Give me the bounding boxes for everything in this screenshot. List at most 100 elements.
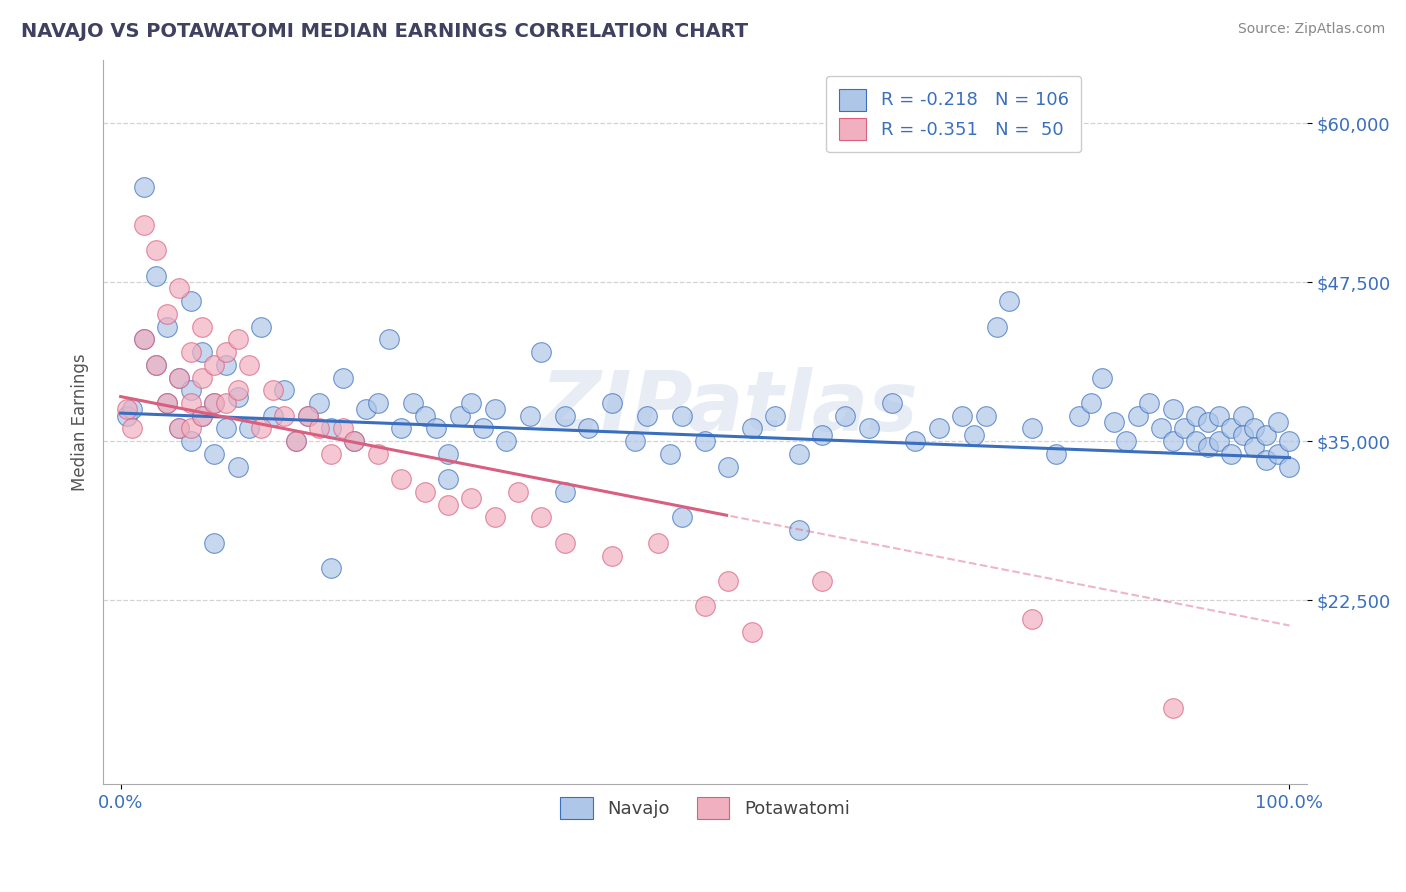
Point	[115, 402, 138, 417]
Point	[132, 218, 155, 232]
Point	[1243, 441, 1265, 455]
Point	[215, 345, 238, 359]
Point	[811, 574, 834, 588]
Point	[950, 409, 973, 423]
Point	[167, 370, 190, 384]
Point	[319, 421, 342, 435]
Point	[986, 319, 1008, 334]
Point	[180, 345, 202, 359]
Point	[928, 421, 950, 435]
Point	[1220, 447, 1243, 461]
Point	[389, 472, 412, 486]
Point	[191, 409, 214, 423]
Point	[215, 358, 238, 372]
Point	[202, 358, 225, 372]
Point	[1126, 409, 1149, 423]
Point	[413, 409, 436, 423]
Point	[1161, 434, 1184, 448]
Point	[1232, 427, 1254, 442]
Point	[647, 536, 669, 550]
Point	[250, 421, 273, 435]
Point	[787, 447, 810, 461]
Point	[1185, 409, 1208, 423]
Point	[1197, 415, 1219, 429]
Point	[671, 409, 693, 423]
Point	[1208, 434, 1230, 448]
Point	[132, 332, 155, 346]
Point	[238, 421, 260, 435]
Point	[202, 396, 225, 410]
Point	[215, 421, 238, 435]
Point	[191, 370, 214, 384]
Point	[145, 358, 167, 372]
Point	[378, 332, 401, 346]
Point	[600, 549, 623, 563]
Point	[858, 421, 880, 435]
Point	[741, 624, 763, 639]
Point	[787, 523, 810, 537]
Point	[1021, 612, 1043, 626]
Point	[460, 396, 482, 410]
Point	[506, 485, 529, 500]
Point	[319, 561, 342, 575]
Point	[402, 396, 425, 410]
Point	[202, 447, 225, 461]
Point	[226, 459, 249, 474]
Point	[974, 409, 997, 423]
Text: NAVAJO VS POTAWATOMI MEDIAN EARNINGS CORRELATION CHART: NAVAJO VS POTAWATOMI MEDIAN EARNINGS COR…	[21, 22, 748, 41]
Point	[1208, 409, 1230, 423]
Point	[437, 447, 460, 461]
Point	[156, 319, 179, 334]
Point	[437, 472, 460, 486]
Point	[904, 434, 927, 448]
Y-axis label: Median Earnings: Median Earnings	[72, 353, 89, 491]
Point	[167, 281, 190, 295]
Point	[811, 427, 834, 442]
Point	[671, 510, 693, 524]
Point	[226, 383, 249, 397]
Point	[156, 396, 179, 410]
Point	[121, 402, 143, 417]
Point	[132, 332, 155, 346]
Point	[367, 396, 389, 410]
Point	[741, 421, 763, 435]
Point	[554, 485, 576, 500]
Point	[484, 402, 506, 417]
Point	[180, 294, 202, 309]
Point	[693, 599, 716, 614]
Point	[693, 434, 716, 448]
Point	[285, 434, 308, 448]
Point	[145, 244, 167, 258]
Point	[180, 421, 202, 435]
Point	[460, 491, 482, 506]
Point	[1267, 415, 1289, 429]
Point	[495, 434, 517, 448]
Point	[226, 390, 249, 404]
Point	[145, 358, 167, 372]
Legend: Navajo, Potawatomi: Navajo, Potawatomi	[553, 789, 858, 826]
Point	[636, 409, 658, 423]
Point	[425, 421, 447, 435]
Point	[250, 319, 273, 334]
Point	[308, 421, 330, 435]
Point	[1069, 409, 1091, 423]
Point	[180, 383, 202, 397]
Point	[530, 510, 553, 524]
Point	[1161, 402, 1184, 417]
Point	[484, 510, 506, 524]
Point	[156, 307, 179, 321]
Point	[998, 294, 1021, 309]
Point	[180, 434, 202, 448]
Point	[1220, 421, 1243, 435]
Point	[343, 434, 366, 448]
Point	[1256, 453, 1278, 467]
Point	[145, 268, 167, 283]
Point	[1021, 421, 1043, 435]
Point	[332, 370, 354, 384]
Point	[413, 485, 436, 500]
Point	[202, 536, 225, 550]
Point	[297, 409, 319, 423]
Point	[600, 396, 623, 410]
Point	[132, 179, 155, 194]
Point	[191, 319, 214, 334]
